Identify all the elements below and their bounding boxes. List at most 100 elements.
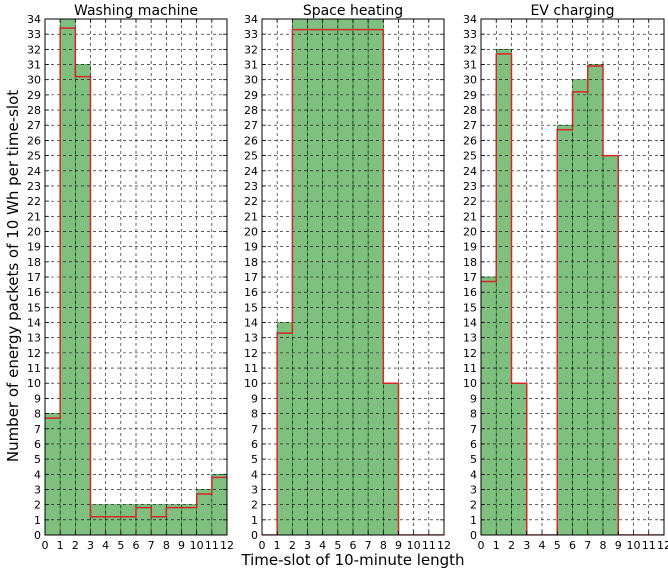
x-tick-label: 0 (259, 539, 266, 552)
y-tick-label: 9 (470, 392, 477, 405)
y-tick-label: 2 (470, 499, 477, 512)
y-tick-label: 15 (463, 301, 477, 314)
x-tick-label: 11 (422, 539, 436, 552)
y-tick-label: 33 (463, 28, 477, 41)
x-tick-label: 4 (102, 539, 109, 552)
y-tick-label: 8 (251, 408, 258, 421)
y-tick-label: 12 (463, 347, 477, 360)
x-tick-label: 3 (304, 539, 311, 552)
x-tick-label: 1 (57, 539, 64, 552)
y-tick-label: 19 (244, 241, 258, 254)
y-tick-label: 15 (27, 301, 41, 314)
y-tick-label: 14 (27, 317, 41, 330)
y-tick-label: 11 (244, 362, 258, 375)
y-tick-label: 32 (244, 43, 258, 56)
y-tick-label: 9 (251, 392, 258, 405)
y-tick-label: 2 (34, 499, 41, 512)
bar (276, 322, 293, 535)
bar (495, 49, 512, 535)
x-tick-label: 2 (289, 539, 296, 552)
y-tick-label: 26 (244, 134, 258, 147)
y-tick-label: 31 (244, 59, 258, 72)
y-tick-label: 16 (463, 286, 477, 299)
step-line (481, 53, 664, 535)
bar (556, 124, 573, 535)
x-tick-label: 0 (42, 539, 49, 552)
x-tick-label: 6 (569, 539, 576, 552)
x-tick-label: 9 (395, 539, 402, 552)
y-tick-label: 28 (27, 104, 41, 117)
y-tick-label: 3 (251, 483, 258, 496)
y-tick-label: 18 (244, 256, 258, 269)
y-tick-label: 14 (244, 317, 258, 330)
y-tick-label: 28 (244, 104, 258, 117)
y-tick-label: 6 (251, 438, 258, 451)
y-tick-label: 21 (463, 210, 477, 223)
y-tick-label: 17 (27, 271, 41, 284)
y-tick-label: 11 (463, 362, 477, 375)
x-tick-label: 12 (437, 539, 451, 552)
y-tick-label: 19 (463, 241, 477, 254)
x-tick-label: 9 (178, 539, 185, 552)
y-tick-label: 3 (470, 483, 477, 496)
y-tick-label: 24 (463, 165, 477, 178)
x-axis-label: Time-slot of 10-minute length (240, 551, 464, 569)
y-tick-label: 17 (244, 271, 258, 284)
y-tick-label: 0 (251, 529, 258, 542)
y-axis-label: Number of energy packets of 10 Wh per ti… (4, 90, 22, 462)
y-tick-label: 11 (27, 362, 41, 375)
y-tick-label: 13 (244, 332, 258, 345)
y-tick-label: 23 (244, 180, 258, 193)
y-tick-label: 33 (244, 28, 258, 41)
y-tick-label: 9 (34, 392, 41, 405)
x-tick-label: 8 (163, 539, 170, 552)
x-tick-label: 11 (205, 539, 219, 552)
x-tick-label: 3 (523, 539, 530, 552)
y-tick-label: 31 (463, 59, 477, 72)
y-tick-label: 16 (244, 286, 258, 299)
y-tick-label: 31 (27, 59, 41, 72)
grid (45, 19, 227, 535)
bar (587, 64, 604, 535)
x-tick-label: 3 (87, 539, 94, 552)
x-tick-label: 2 (72, 539, 79, 552)
x-tick-label: 7 (365, 539, 372, 552)
x-tick-label: 10 (190, 539, 204, 552)
grid (262, 19, 444, 535)
y-tick-label: 7 (34, 423, 41, 436)
y-tick-label: 24 (244, 165, 258, 178)
y-tick-label: 23 (463, 180, 477, 193)
x-tick-label: 4 (539, 539, 546, 552)
bar (481, 276, 497, 535)
y-tick-label: 27 (27, 119, 41, 132)
x-tick-label: 7 (148, 539, 155, 552)
y-tick-label: 18 (27, 256, 41, 269)
x-tick-label: 4 (319, 539, 326, 552)
y-tick-label: 34 (244, 13, 258, 26)
y-tick-label: 16 (27, 286, 41, 299)
y-tick-label: 14 (463, 317, 477, 330)
x-tick-label: 5 (117, 539, 124, 552)
y-tick-label: 7 (251, 423, 258, 436)
x-tick-label: 5 (554, 539, 561, 552)
bar (75, 64, 91, 535)
panels: 0 1 2 3 4 5 6 7 8 9 10 11 12012345678910111213141516… (27, 3, 668, 552)
ticks: 0 1 2 3 4 5 6 7 8 9 10 11 12012345678910111213141516… (463, 13, 668, 552)
y-tick-label: 5 (470, 453, 477, 466)
x-tick-label: 12 (220, 539, 234, 552)
y-tick-label: 3 (34, 483, 41, 496)
y-tick-label: 18 (463, 256, 477, 269)
x-tick-label: 6 (350, 539, 357, 552)
y-tick-label: 0 (34, 529, 41, 542)
x-tick-label: 0 (478, 539, 485, 552)
y-tick-label: 2 (251, 499, 258, 512)
y-tick-label: 8 (34, 408, 41, 421)
y-tick-label: 29 (27, 89, 41, 102)
bar (602, 155, 619, 535)
y-tick-label: 21 (27, 210, 41, 223)
y-tick-label: 29 (463, 89, 477, 102)
y-tick-label: 26 (27, 134, 41, 147)
y-tick-label: 33 (27, 28, 41, 41)
bar (59, 19, 76, 535)
